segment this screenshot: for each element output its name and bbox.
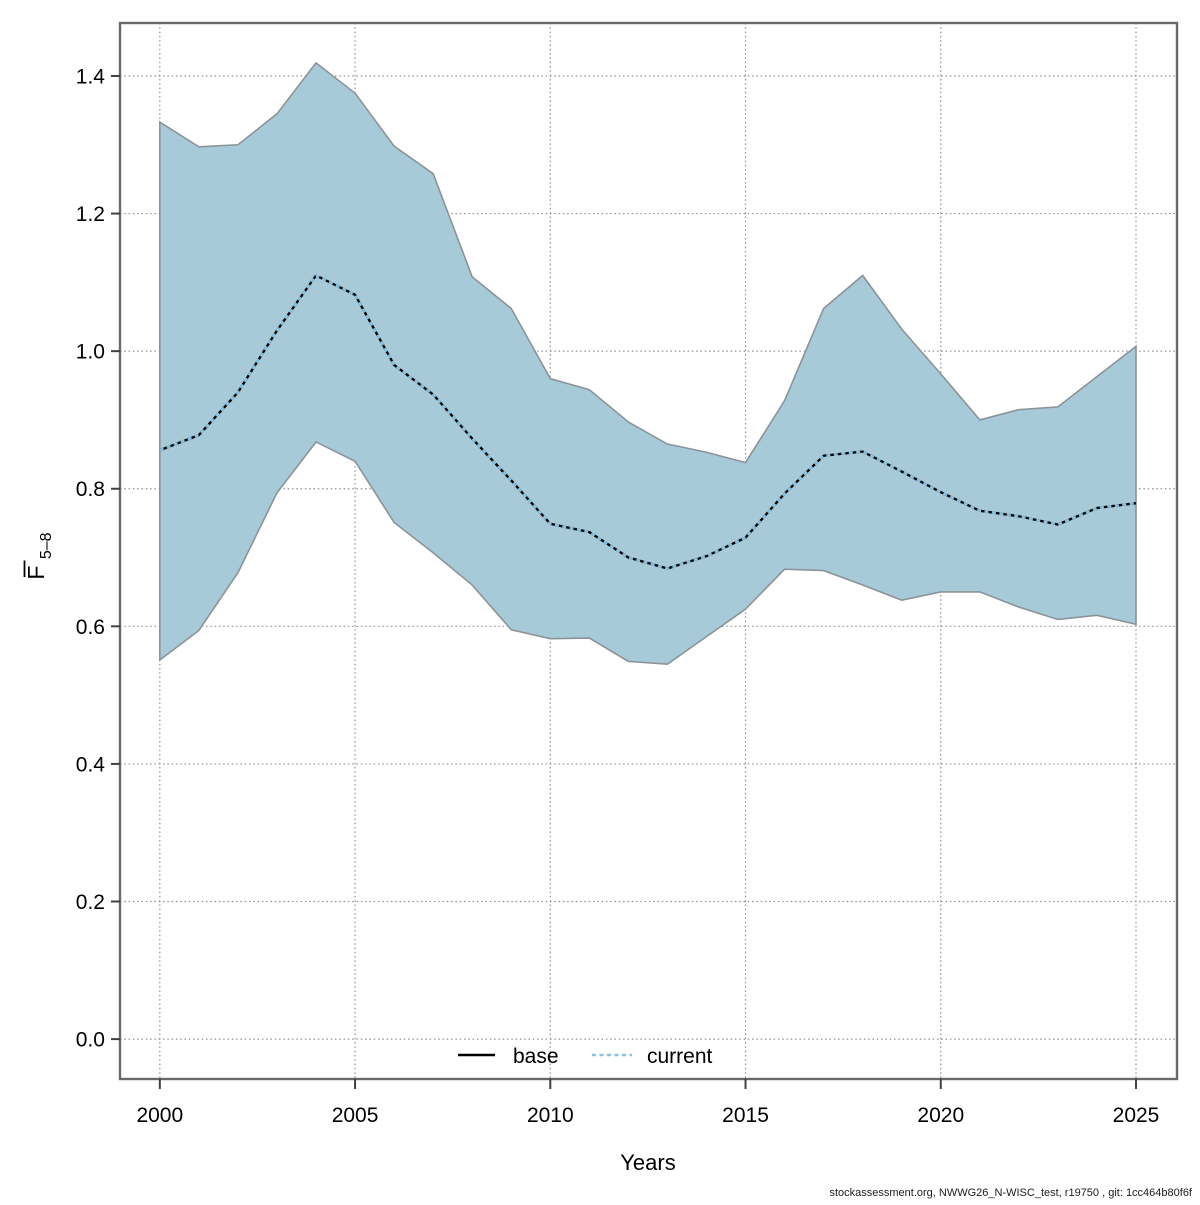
footer-text: stockassessment.org, NWWG26_N-WISC_test,… [829,1187,1192,1199]
confidence-band-polygon [159,61,1137,665]
y-axis-label: F 5–8 [23,532,55,579]
legend: base current [458,1045,713,1068]
x-axis-label: Years [620,1150,675,1175]
y-tick-label: 0.4 [76,753,106,776]
x-tick-label: 2015 [722,1104,769,1127]
y-axis-label-main: F [23,566,49,580]
legend-current-label: current [647,1045,713,1068]
current-line [159,273,1137,570]
y-tick-label: 1.2 [76,203,105,226]
y-tick-label: 1.4 [76,65,106,88]
y-tick-label: 0.2 [76,891,105,914]
x-tick-label: 2005 [332,1104,379,1127]
svg-text:F 5–8: F 5–8 [23,532,55,579]
y-axis-label-subscript: 5–8 [38,532,55,559]
legend-base-label: base [513,1045,559,1068]
x-tick-label: 2010 [527,1104,574,1127]
confidence-band [159,61,1137,665]
y-tick-label: 0.0 [76,1029,105,1052]
x-tick-label: 2025 [1113,1104,1160,1127]
y-tick-label: 0.8 [76,478,105,501]
axis-ticks-and-labels: 0.0 0.2 0.4 0.6 0.8 1.0 1.2 1.4 2000 2005 2010 2015… [76,65,1160,1127]
series-lines [159,273,1137,570]
y-tick-label: 1.0 [76,341,105,364]
x-tick-label: 2020 [917,1104,964,1127]
y-tick-label: 0.6 [76,616,105,639]
plot-frame [118,21,1179,1081]
x-tick-label: 2000 [136,1104,183,1127]
